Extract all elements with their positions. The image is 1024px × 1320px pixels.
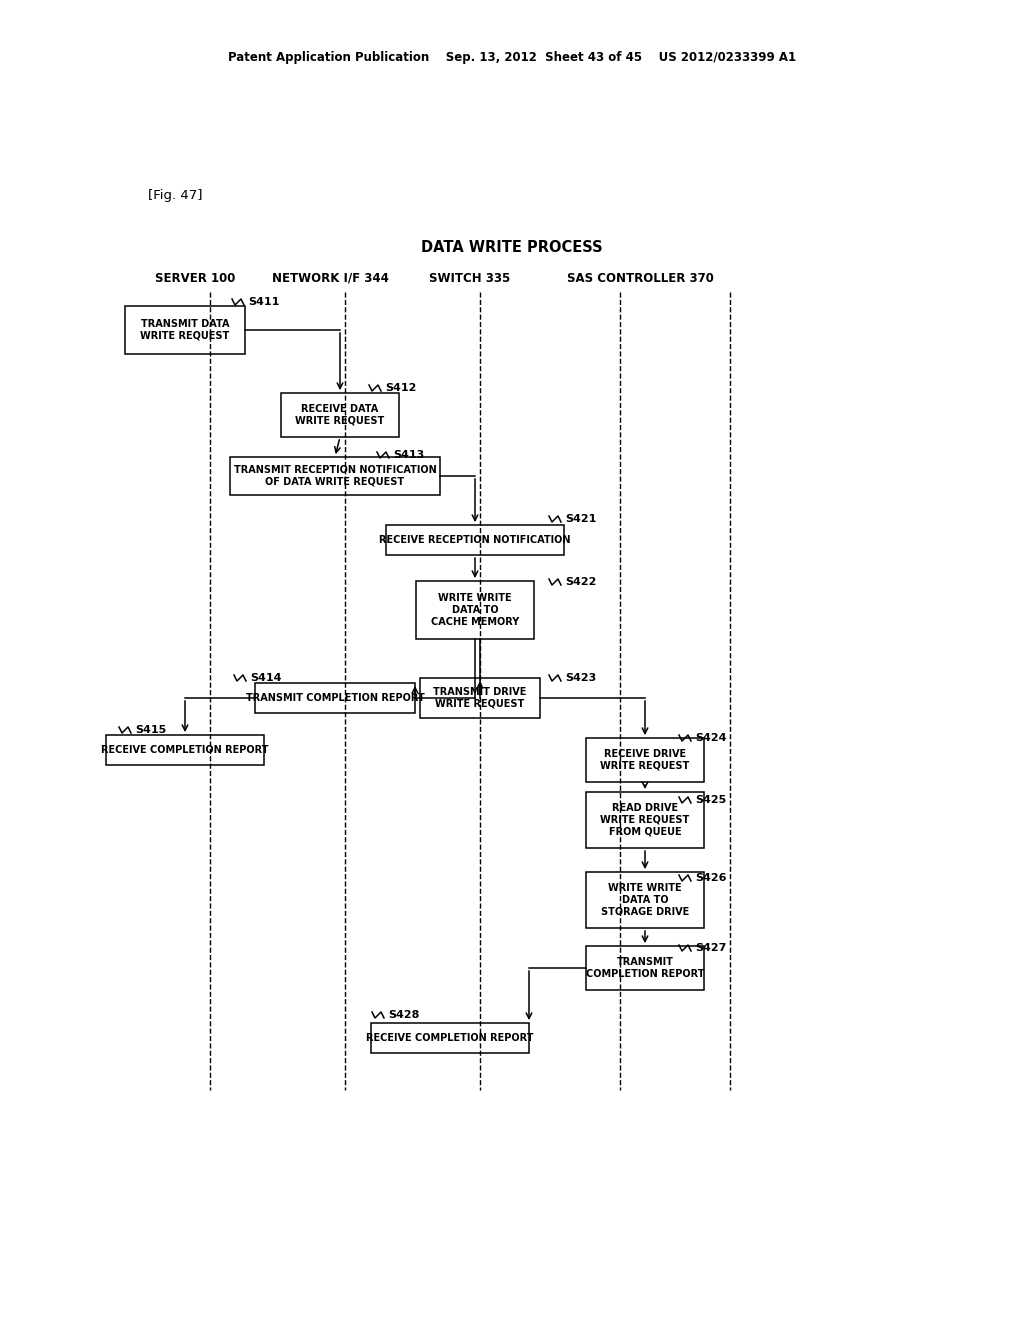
Bar [125,306,245,354]
Text: RECEIVE COMPLETION REPORT: RECEIVE COMPLETION REPORT [101,744,268,755]
Bar [586,792,705,847]
Text: [Fig. 47]: [Fig. 47] [148,189,203,202]
Text: S411: S411 [248,297,280,308]
Text: Patent Application Publication    Sep. 13, 2012  Sheet 43 of 45    US 2012/02333: Patent Application Publication Sep. 13, … [228,51,796,65]
Text: SERVER 100: SERVER 100 [155,272,236,285]
Text: RECEIVE RECEPTION NOTIFICATION: RECEIVE RECEPTION NOTIFICATION [379,535,570,545]
Text: SAS CONTROLLER 370: SAS CONTROLLER 370 [566,272,714,285]
Text: TRANSMIT DATA
WRITE REQUEST: TRANSMIT DATA WRITE REQUEST [140,319,229,341]
Text: TRANSMIT RECEPTION NOTIFICATION
OF DATA WRITE REQUEST: TRANSMIT RECEPTION NOTIFICATION OF DATA … [233,465,436,487]
Bar [586,738,705,781]
Text: S426: S426 [695,873,726,883]
Text: S415: S415 [135,725,166,735]
Text: WRITE WRITE
DATA TO
CACHE MEMORY: WRITE WRITE DATA TO CACHE MEMORY [431,594,519,627]
Bar [106,735,264,766]
Bar [586,873,705,928]
Text: S414: S414 [250,673,282,682]
Text: S423: S423 [565,673,596,682]
Text: TRANSMIT DRIVE
WRITE REQUEST: TRANSMIT DRIVE WRITE REQUEST [433,688,526,709]
Text: S428: S428 [388,1010,420,1020]
Text: TRANSMIT
COMPLETION REPORT: TRANSMIT COMPLETION REPORT [586,957,705,979]
Bar [230,457,440,495]
Text: S427: S427 [695,942,726,953]
Text: READ DRIVE
WRITE REQUEST
FROM QUEUE: READ DRIVE WRITE REQUEST FROM QUEUE [600,804,689,837]
Bar [281,393,399,437]
Text: RECEIVE DATA
WRITE REQUEST: RECEIVE DATA WRITE REQUEST [295,404,385,426]
Bar [586,946,705,990]
Text: S412: S412 [385,383,417,393]
Text: S424: S424 [695,733,726,743]
Bar [371,1023,529,1053]
Text: NETWORK I/F 344: NETWORK I/F 344 [271,272,388,285]
Text: S425: S425 [695,795,726,805]
Text: S421: S421 [565,513,596,524]
Text: TRANSMIT COMPLETION REPORT: TRANSMIT COMPLETION REPORT [246,693,424,704]
Text: SWITCH 335: SWITCH 335 [429,272,511,285]
Bar [416,581,534,639]
Bar [420,678,540,718]
Bar [386,525,564,554]
Text: S413: S413 [393,450,424,459]
Text: RECEIVE COMPLETION REPORT: RECEIVE COMPLETION REPORT [367,1034,534,1043]
Text: S422: S422 [565,577,596,587]
Text: WRITE WRITE
DATA TO
STORAGE DRIVE: WRITE WRITE DATA TO STORAGE DRIVE [601,883,689,916]
Text: DATA WRITE PROCESS: DATA WRITE PROCESS [421,240,603,256]
Text: RECEIVE DRIVE
WRITE REQUEST: RECEIVE DRIVE WRITE REQUEST [600,750,689,771]
Bar [255,682,415,713]
